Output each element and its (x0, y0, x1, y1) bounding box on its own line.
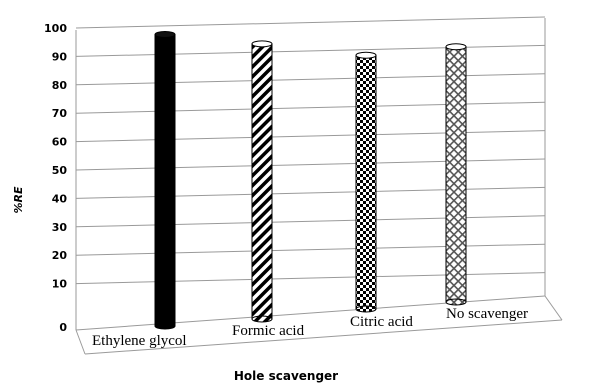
gridlines (75, 16, 563, 355)
x-tick-label: Ethylene glycol (92, 333, 187, 349)
gridline (75, 73, 546, 86)
y-tick-label: 30 (52, 221, 68, 234)
y-tick-label: 100 (44, 22, 67, 35)
y-tick-label: 20 (52, 249, 68, 262)
x-tick-label: Citric acid (350, 314, 413, 330)
gridline (75, 16, 546, 29)
axis-frame-line (75, 329, 86, 355)
y-tick-label: 40 (52, 192, 68, 205)
bar-ethylene-glycol (154, 31, 176, 330)
axis-frame-line (544, 295, 563, 321)
gridline (75, 215, 546, 228)
y-tick-label: 90 (52, 50, 68, 63)
y-axis-title: %RE (12, 186, 25, 213)
y-tick-label: 0 (59, 321, 67, 334)
gridline (75, 44, 546, 57)
gridline (75, 243, 546, 256)
labels: 0 10 20 30 40 50 60 70 80 90 100 Ethylene glycol For… (44, 22, 528, 349)
gridline (75, 186, 546, 199)
axis-frame-line (84, 319, 563, 355)
y-tick-label: 50 (52, 164, 68, 177)
bar-citric-acid (355, 51, 377, 313)
y-tick-label: 60 (52, 136, 68, 149)
gridline (75, 158, 546, 171)
gridline (75, 101, 546, 114)
y-tick-label: 70 (52, 107, 68, 120)
y-tick-label: 80 (52, 79, 68, 92)
bars (154, 31, 467, 330)
bar-no-scavenger (445, 43, 467, 306)
axis-frame-line (75, 295, 546, 331)
bar-formic-acid (251, 40, 273, 323)
x-tick-label: Formic acid (232, 323, 305, 339)
y-tick-label: 10 (52, 278, 68, 291)
x-tick-label: No scavenger (446, 306, 528, 322)
x-axis-title: Hole scavenger (234, 369, 338, 383)
gridline (75, 130, 546, 143)
gridline (75, 272, 546, 285)
